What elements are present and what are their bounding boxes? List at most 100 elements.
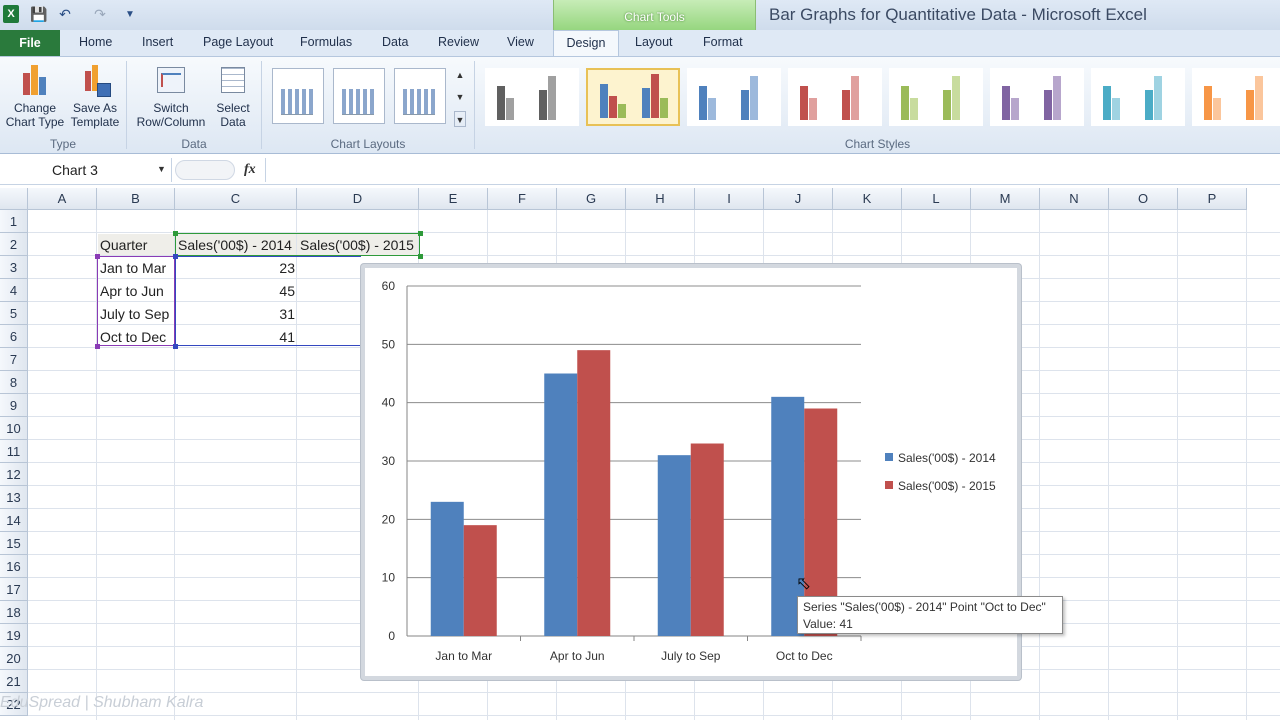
column-header-j[interactable]: J: [764, 188, 833, 210]
customize-toolbar-icon[interactable]: ▼: [125, 8, 135, 20]
chart-style-1[interactable]: [485, 68, 579, 126]
range-handle[interactable]: [95, 344, 100, 349]
bar-2015-1[interactable]: [463, 525, 497, 636]
column-header-f[interactable]: F: [488, 188, 557, 210]
column-header-h[interactable]: H: [626, 188, 695, 210]
select-data-button[interactable]: Select Data: [210, 63, 256, 129]
tab-data[interactable]: Data: [382, 35, 409, 49]
excel-app-icon[interactable]: X: [3, 5, 19, 23]
row-header-5[interactable]: 5: [0, 302, 28, 325]
tab-design[interactable]: Design: [553, 30, 619, 57]
range-handle[interactable]: [173, 254, 178, 259]
column-header-a[interactable]: A: [28, 188, 97, 210]
undo-icon[interactable]: ↶: [59, 5, 71, 22]
row-header-13[interactable]: 13: [0, 486, 28, 509]
column-header-m[interactable]: M: [971, 188, 1040, 210]
column-header-e[interactable]: E: [419, 188, 488, 210]
cell-c2[interactable]: Sales('00$) - 2014: [178, 237, 292, 253]
tab-view[interactable]: View: [507, 35, 534, 49]
column-header-n[interactable]: N: [1040, 188, 1109, 210]
row-header-17[interactable]: 17: [0, 578, 28, 601]
chart-layout-1[interactable]: [272, 68, 324, 124]
formula-input[interactable]: [265, 158, 1280, 182]
layouts-scroll-down-icon[interactable]: ▼: [455, 92, 465, 102]
name-box[interactable]: Chart 3: [0, 158, 172, 182]
row-header-3[interactable]: 3: [0, 256, 28, 279]
chart-layout-3[interactable]: [394, 68, 446, 124]
cell-b3[interactable]: Jan to Mar: [100, 260, 167, 276]
column-header-o[interactable]: O: [1109, 188, 1178, 210]
select-all-corner[interactable]: [0, 188, 28, 210]
insert-function-button[interactable]: fx: [244, 162, 256, 177]
column-header-l[interactable]: L: [902, 188, 971, 210]
embedded-bar-chart[interactable]: 0 10 20 30 40 50 60 Jan to Mar Apr to Jun July to…: [361, 264, 1021, 680]
row-header-9[interactable]: 9: [0, 394, 28, 417]
row-header-2[interactable]: 2: [0, 233, 28, 256]
tab-insert[interactable]: Insert: [142, 35, 174, 49]
bar-2015-3[interactable]: [690, 443, 724, 637]
chart-style-6[interactable]: [990, 68, 1084, 126]
column-header-i[interactable]: I: [695, 188, 764, 210]
tab-format[interactable]: Format: [703, 35, 743, 49]
bar-2014-1[interactable]: [430, 501, 464, 636]
row-header-7[interactable]: 7: [0, 348, 28, 371]
name-box-dropdown-icon[interactable]: ▼: [157, 164, 166, 174]
change-chart-type-button[interactable]: Change Chart Type: [4, 63, 66, 129]
bar-2014-3[interactable]: [657, 455, 691, 636]
bar-2014-2[interactable]: [544, 373, 578, 637]
cell-d2[interactable]: Sales('00$) - 2015: [300, 237, 414, 253]
column-header-p[interactable]: P: [1178, 188, 1247, 210]
row-header-18[interactable]: 18: [0, 601, 28, 624]
row-header-1[interactable]: 1: [0, 210, 28, 233]
save-icon[interactable]: 💾: [30, 5, 48, 22]
layouts-more-icon[interactable]: ▼: [454, 111, 466, 127]
tab-review[interactable]: Review: [438, 35, 479, 49]
chart-style-7[interactable]: [1091, 68, 1185, 126]
range-handle[interactable]: [418, 231, 423, 236]
chart-style-3[interactable]: [687, 68, 781, 126]
tab-home[interactable]: Home: [79, 35, 113, 49]
cell-c5[interactable]: 31: [279, 306, 295, 322]
cell-b4[interactable]: Apr to Jun: [100, 283, 164, 299]
bar-2015-2[interactable]: [577, 350, 611, 636]
chart-style-8[interactable]: [1192, 68, 1280, 126]
range-handle[interactable]: [95, 254, 100, 259]
cell-c4[interactable]: 45: [279, 283, 295, 299]
tab-file[interactable]: File: [0, 30, 60, 56]
range-handle[interactable]: [173, 231, 178, 236]
row-header-14[interactable]: 14: [0, 509, 28, 532]
row-header-21[interactable]: 21: [0, 670, 28, 693]
switch-row-column-button[interactable]: Switch Row/Column: [132, 63, 210, 129]
cell-c6[interactable]: 41: [279, 329, 295, 345]
row-header-20[interactable]: 20: [0, 647, 28, 670]
column-header-g[interactable]: G: [557, 188, 626, 210]
row-header-15[interactable]: 15: [0, 532, 28, 555]
column-header-c[interactable]: C: [175, 188, 297, 210]
range-handle[interactable]: [173, 344, 178, 349]
row-header-19[interactable]: 19: [0, 624, 28, 647]
cell-b5[interactable]: July to Sep: [100, 306, 170, 322]
row-header-8[interactable]: 8: [0, 371, 28, 394]
row-header-4[interactable]: 4: [0, 279, 28, 302]
column-header-d[interactable]: D: [297, 188, 419, 210]
chart-style-2[interactable]: [586, 68, 680, 126]
tab-formulas[interactable]: Formulas: [300, 35, 353, 49]
row-header-11[interactable]: 11: [0, 440, 28, 463]
chart-layout-2[interactable]: [333, 68, 385, 124]
column-header-b[interactable]: B: [97, 188, 175, 210]
row-header-22[interactable]: 22: [0, 693, 28, 716]
cell-b2[interactable]: Quarter: [100, 237, 148, 253]
row-header-6[interactable]: 6: [0, 325, 28, 348]
row-header-12[interactable]: 12: [0, 463, 28, 486]
redo-icon[interactable]: ↷: [94, 5, 106, 22]
tab-layout[interactable]: Layout: [635, 35, 673, 49]
chart-style-4[interactable]: [788, 68, 882, 126]
range-handle[interactable]: [418, 254, 423, 259]
cell-c3[interactable]: 23: [279, 260, 295, 276]
row-header-10[interactable]: 10: [0, 417, 28, 440]
layouts-scroll-up-icon[interactable]: ▲: [455, 70, 465, 80]
row-header-16[interactable]: 16: [0, 555, 28, 578]
cell-b6[interactable]: Oct to Dec: [100, 329, 167, 345]
formula-bar-handle[interactable]: [175, 160, 235, 180]
tab-page-layout[interactable]: Page Layout: [203, 35, 274, 49]
